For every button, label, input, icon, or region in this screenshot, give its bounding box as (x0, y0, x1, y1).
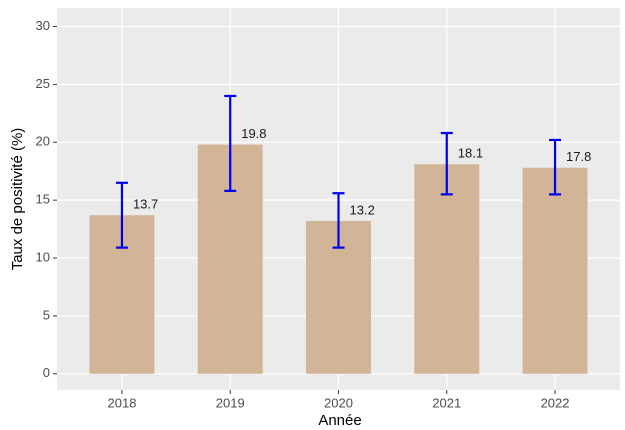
x-tick-label: 2021 (432, 395, 461, 410)
x-tick-label: 2018 (108, 395, 137, 410)
data-label: 19.8 (241, 126, 266, 141)
y-tick-label: 0 (43, 365, 50, 380)
data-label: 17.8 (566, 149, 591, 164)
x-tick-label: 2020 (324, 395, 353, 410)
x-axis-title: Année (318, 412, 361, 429)
y-tick-label: 20 (36, 134, 50, 149)
x-tick-label: 2022 (541, 395, 570, 410)
data-label: 13.2 (350, 202, 375, 217)
y-tick-label: 30 (36, 18, 50, 33)
y-axis-title: Taux de positivité (%) (9, 128, 26, 271)
y-tick-label: 10 (36, 249, 50, 264)
data-label: 13.7 (133, 197, 158, 212)
y-tick-label: 25 (36, 76, 50, 91)
bar (522, 167, 588, 374)
data-label: 18.1 (458, 146, 483, 161)
x-tick-label: 2019 (216, 395, 245, 410)
y-tick-label: 5 (43, 307, 50, 322)
bar (414, 164, 480, 374)
y-tick-label: 15 (36, 192, 50, 207)
